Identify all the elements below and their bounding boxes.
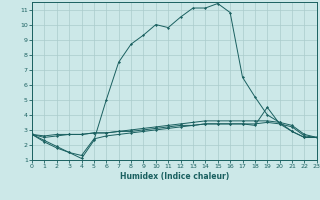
- X-axis label: Humidex (Indice chaleur): Humidex (Indice chaleur): [120, 172, 229, 181]
